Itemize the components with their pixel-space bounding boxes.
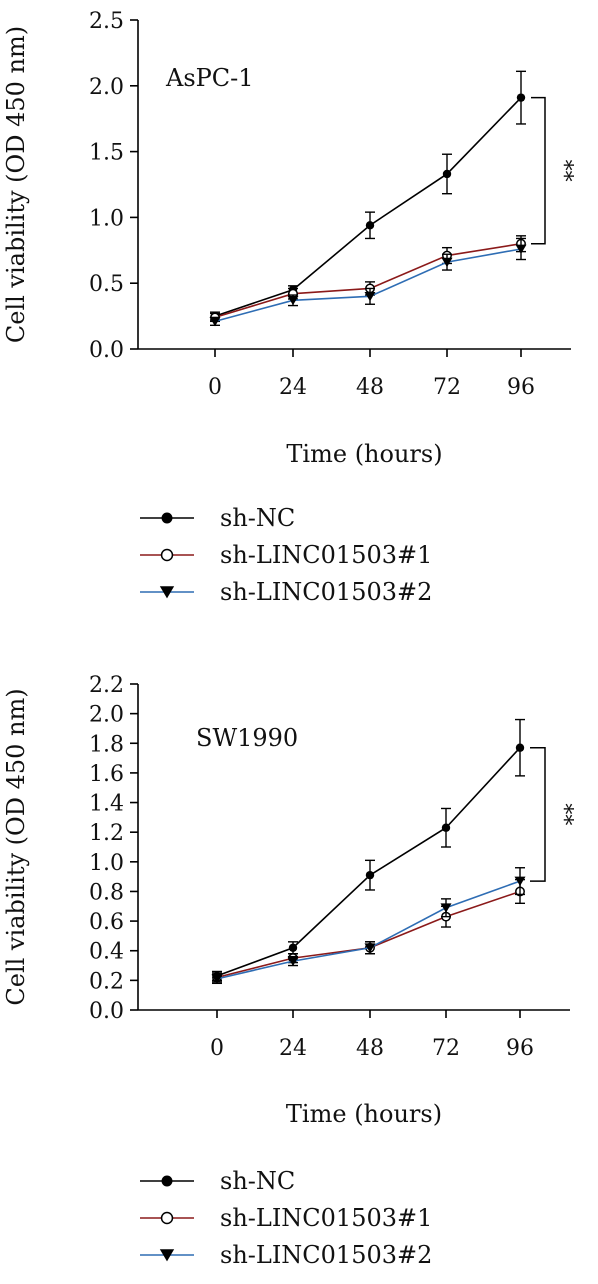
series-line [216, 890, 521, 979]
legend-item: sh-NC [140, 1167, 295, 1195]
significance-bracket [531, 96, 546, 245]
legend-item: sh-LINC01503#1 [140, 1204, 432, 1232]
data-point [287, 956, 299, 967]
y-tick-label: 1.5 [89, 141, 124, 166]
data-point [515, 743, 525, 752]
y-tick-label: 1.8 [89, 732, 124, 757]
legend-item: sh-LINC01503#1 [140, 541, 432, 569]
data-point [365, 870, 375, 880]
significance-label: ** [551, 160, 576, 182]
data-point [287, 295, 299, 306]
y-tick-label: 0.0 [89, 999, 124, 1024]
legend-item: sh-LINC01503#2 [140, 578, 432, 606]
legend-item: sh-LINC01503#2 [140, 1241, 432, 1269]
y-axis-label: Cell viability (OD 450 nm) [2, 26, 30, 343]
y-tick-label: 1.4 [89, 792, 124, 817]
data-point [442, 169, 452, 179]
y-tick-label: 1.2 [89, 821, 124, 846]
legend-marker [159, 1249, 175, 1262]
y-tick-label: 0.5 [89, 272, 124, 297]
panel-label: AsPC-1 [165, 64, 254, 92]
series-line [216, 880, 521, 980]
legend-marker [160, 1211, 174, 1225]
x-tick-label: 24 [279, 375, 307, 400]
series-sh-LINC01503#2 [211, 867, 526, 985]
legend-label: sh-NC [220, 1167, 295, 1195]
y-tick-label: 1.0 [89, 206, 124, 231]
series-line [214, 97, 522, 317]
data-point [364, 943, 376, 953]
legend-label: sh-LINC01503#2 [220, 1241, 432, 1269]
x-tick-label: 96 [506, 1036, 534, 1061]
x-tick-label: 48 [356, 375, 384, 400]
y-tick-label: 0.4 [89, 940, 124, 965]
series-line [214, 242, 522, 319]
panel-label: SW1990 [196, 724, 298, 752]
data-point [515, 244, 527, 254]
chart-panel-2: 0.0 0.2 0.4 0.6 0.8 1.0 1.2 1.4 1.6 1.8 2.0 2.2 0 24 4… [2, 673, 576, 1269]
legend-item: sh-NC [140, 504, 295, 532]
series-sh-LINC01503#1 [210, 235, 526, 323]
y-axis-label: Cell viability (OD 450 nm) [2, 688, 30, 1005]
data-point [514, 876, 526, 887]
x-tick-label: 96 [507, 375, 535, 400]
series-sh-LINC01503#2 [209, 237, 527, 327]
significance-label: ** [551, 803, 576, 825]
y-tick-label: 0.8 [89, 880, 124, 905]
legend-marker [161, 1175, 173, 1187]
y-tick-label: 1.6 [89, 762, 124, 787]
legend-label: sh-LINC01503#1 [220, 541, 432, 569]
x-tick-label: 24 [279, 1036, 307, 1061]
legend-label: sh-LINC01503#2 [220, 578, 432, 606]
data-point [440, 903, 452, 913]
legend-marker [159, 586, 175, 599]
x-tick-label: 72 [432, 1036, 460, 1061]
x-axis-label: Time (hours) [286, 1100, 442, 1128]
legend-label: sh-NC [220, 504, 295, 532]
data-point [441, 823, 451, 832]
legend: sh-NC sh-LINC01503#1 sh-LINC01503#2 [140, 1167, 432, 1269]
chart-panel-1: 0.0 0.5 1.0 1.5 2.0 2.5 0 24 48 72 96 Time (hours) C… [2, 9, 576, 606]
y-tick-label: 2.0 [89, 703, 124, 728]
x-tick-label: 0 [208, 375, 222, 400]
y-tick-label: 1.0 [89, 851, 124, 876]
data-point [209, 316, 221, 327]
data-point [441, 257, 453, 268]
y-tick-label: 0.2 [89, 969, 124, 994]
data-point [288, 943, 298, 952]
series-sh-NC [210, 70, 526, 321]
y-tick-label: 2.0 [89, 75, 124, 100]
legend-marker [160, 548, 174, 562]
data-point [365, 221, 375, 230]
significance-bracket [530, 746, 546, 882]
legend-label: sh-LINC01503#1 [220, 1204, 432, 1232]
x-tick-label: 48 [356, 1036, 384, 1061]
legend: sh-NC sh-LINC01503#1 sh-LINC01503#2 [140, 504, 432, 606]
x-tick-label: 0 [210, 1036, 224, 1061]
legend-marker [161, 512, 173, 524]
y-tick-label: 0.6 [89, 910, 124, 935]
y-tick-label: 0.0 [89, 338, 124, 363]
y-tick-label: 2.2 [89, 673, 124, 698]
data-point [516, 93, 526, 102]
data-point [211, 974, 223, 984]
x-tick-label: 72 [433, 375, 461, 400]
x-axis-label: Time (hours) [286, 440, 442, 468]
series-sh-LINC01503#1 [212, 878, 525, 983]
y-tick-label: 2.5 [89, 9, 124, 34]
data-point [364, 291, 376, 302]
